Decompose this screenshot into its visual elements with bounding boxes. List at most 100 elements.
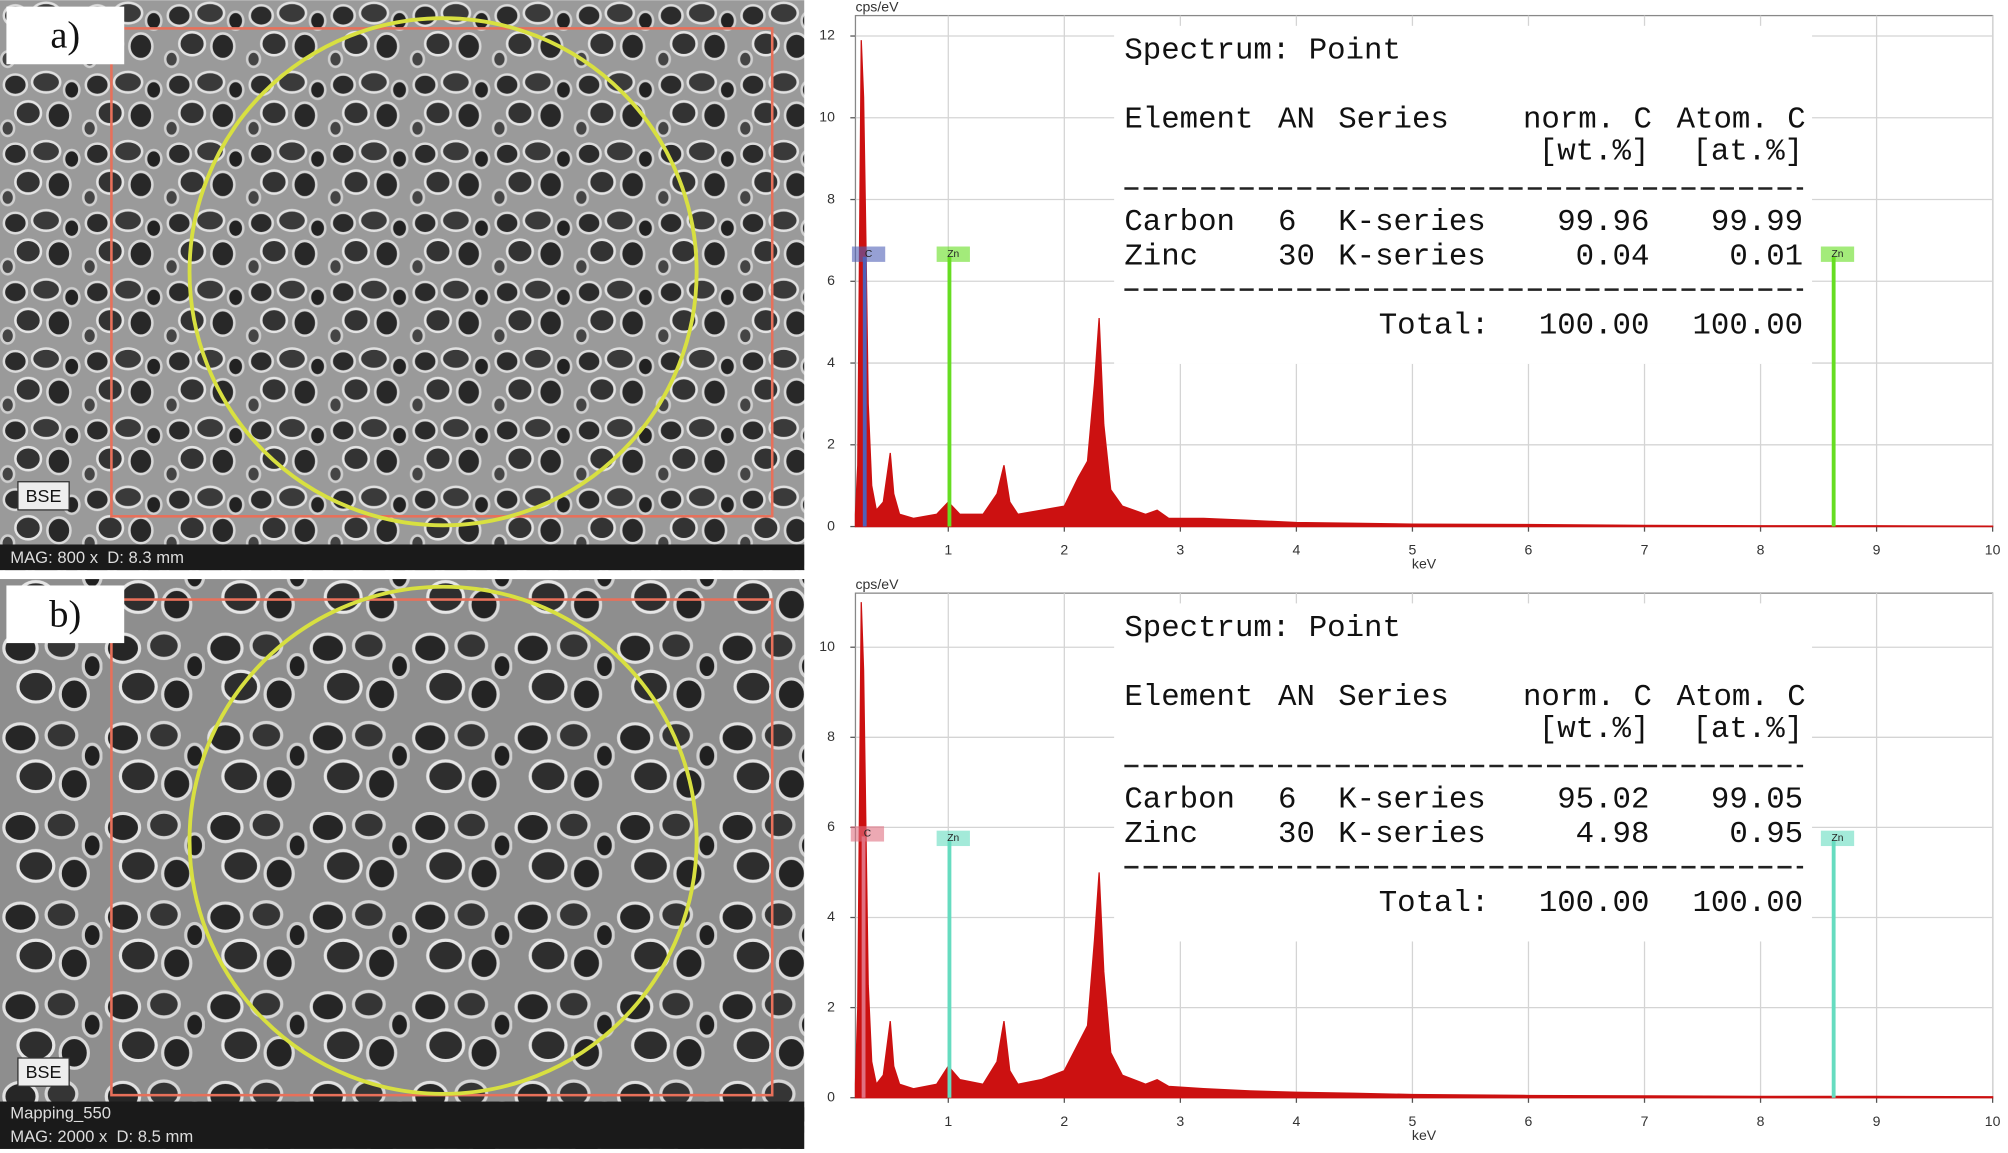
table-header: Series	[1338, 102, 1449, 137]
x-tick-label: 8	[1757, 1113, 1765, 1129]
table-title: Spectrum: Point	[1124, 611, 1401, 646]
x-tick-label: 5	[1409, 542, 1417, 558]
table-unit: [at.%]	[1692, 134, 1803, 169]
table-cell: K-series	[1338, 782, 1485, 817]
x-tick-label: 4	[1292, 1113, 1300, 1129]
detector-box	[17, 1057, 70, 1087]
peak-label: Zn	[947, 249, 959, 260]
table-cell: K-series	[1338, 205, 1485, 240]
detector-label: BSE	[26, 1062, 62, 1082]
y-tick-label: 6	[827, 818, 835, 834]
x-tick-label: 6	[1525, 1113, 1533, 1129]
x-tick-label: 7	[1641, 1113, 1649, 1129]
y-tick-label: 4	[827, 354, 835, 370]
table-header: Atom. C	[1677, 680, 1806, 715]
table-header: AN	[1278, 102, 1315, 137]
peak-label-box	[936, 830, 970, 847]
x-tick-label: 9	[1873, 1113, 1881, 1129]
x-tick-label: 7	[1641, 542, 1649, 558]
x-axis-label: keV	[1412, 556, 1437, 572]
x-tick-label: 4	[1292, 542, 1300, 558]
spectrum-area	[854, 40, 1994, 528]
table-header: Series	[1338, 680, 1449, 715]
x-tick-label: 5	[1409, 1113, 1417, 1129]
table-total: Total:	[1379, 309, 1490, 344]
peak-label: Zn	[1832, 833, 1844, 844]
peak-label-box	[851, 246, 886, 262]
detector-box	[17, 481, 70, 511]
panel-label: a)	[50, 14, 80, 56]
panel-label-box	[6, 6, 125, 65]
table-cell: 6	[1278, 782, 1296, 817]
table-total: 100.00	[1539, 886, 1650, 921]
x-tick-label: 6	[1525, 542, 1533, 558]
table-cell: K-series	[1338, 239, 1485, 274]
y-tick-label: 6	[827, 272, 835, 288]
y-axis-label: cps/eV	[855, 576, 899, 592]
peak-label: Zn	[1832, 249, 1844, 260]
x-tick-label: 10	[1985, 1113, 2001, 1129]
y-tick-label: 2	[827, 436, 835, 452]
y-tick-label: 10	[819, 109, 835, 125]
peak-label-box	[936, 246, 970, 262]
y-tick-label: 4	[827, 908, 835, 924]
detector-label: BSE	[26, 486, 62, 506]
table-unit: [wt.%]	[1539, 134, 1650, 169]
y-tick-label: 8	[827, 190, 835, 206]
table-cell: 99.05	[1711, 782, 1803, 817]
table-cell: 6	[1278, 205, 1296, 240]
table-cell: 95.02	[1557, 782, 1649, 817]
peak-label: C	[864, 829, 871, 840]
sem-image	[0, 579, 805, 1149]
table-header: Element	[1124, 102, 1253, 137]
table-total: 100.00	[1692, 309, 1803, 344]
x-tick-label: 2	[1060, 1113, 1068, 1129]
table-cell: 30	[1278, 239, 1315, 274]
y-tick-label: 8	[827, 728, 835, 744]
x-tick-label: 3	[1176, 1113, 1184, 1129]
info-bar	[0, 1101, 805, 1149]
table-cell: K-series	[1338, 817, 1485, 852]
table-header: Element	[1124, 680, 1253, 715]
table-header: Atom. C	[1677, 102, 1806, 137]
table-total: 100.00	[1692, 886, 1803, 921]
x-tick-label: 10	[1985, 542, 2001, 558]
peak-label-box	[850, 826, 885, 842]
y-tick-label: 0	[827, 517, 835, 533]
analysis-circle	[187, 16, 699, 528]
peak-label: Zn	[947, 833, 959, 844]
image-info: MAG: 2000 x D: 8.5 mm	[10, 1127, 193, 1146]
table-cell: Zinc	[1124, 817, 1198, 852]
x-axis-label: keV	[1412, 1127, 1437, 1143]
peak-label-box	[1820, 246, 1855, 262]
y-axis-label: cps/eV	[855, 0, 899, 15]
table-cell: Zinc	[1124, 239, 1198, 274]
table-cell: 4.98	[1576, 817, 1650, 852]
x-tick-label: 3	[1176, 542, 1184, 558]
analysis-circle	[187, 584, 699, 1096]
table-total: Total:	[1379, 886, 1490, 921]
x-tick-label: 8	[1757, 542, 1765, 558]
y-tick-label: 0	[827, 1088, 835, 1104]
table-cell: Carbon	[1124, 205, 1235, 240]
table-cell: Carbon	[1124, 782, 1235, 817]
table-unit: [wt.%]	[1539, 712, 1650, 747]
table-cell: 0.04	[1576, 239, 1650, 274]
image-info: Mapping_550	[10, 1104, 111, 1123]
table-background	[1114, 603, 1813, 942]
x-tick-label: 1	[944, 542, 952, 558]
selection-box	[110, 27, 774, 518]
table-header: norm. C	[1523, 680, 1652, 715]
peak-label: C	[865, 249, 872, 260]
image-info: MAG: 800 x D: 8.3 mm	[10, 548, 184, 567]
table-cell: 99.99	[1711, 205, 1803, 240]
x-tick-label: 1	[944, 1113, 952, 1129]
table-background	[1114, 25, 1813, 364]
table-total: 100.00	[1539, 309, 1650, 344]
peak-label-box	[1820, 830, 1855, 847]
table-header: AN	[1278, 680, 1315, 715]
panel-label-box	[6, 585, 125, 644]
x-tick-label: 2	[1060, 542, 1068, 558]
